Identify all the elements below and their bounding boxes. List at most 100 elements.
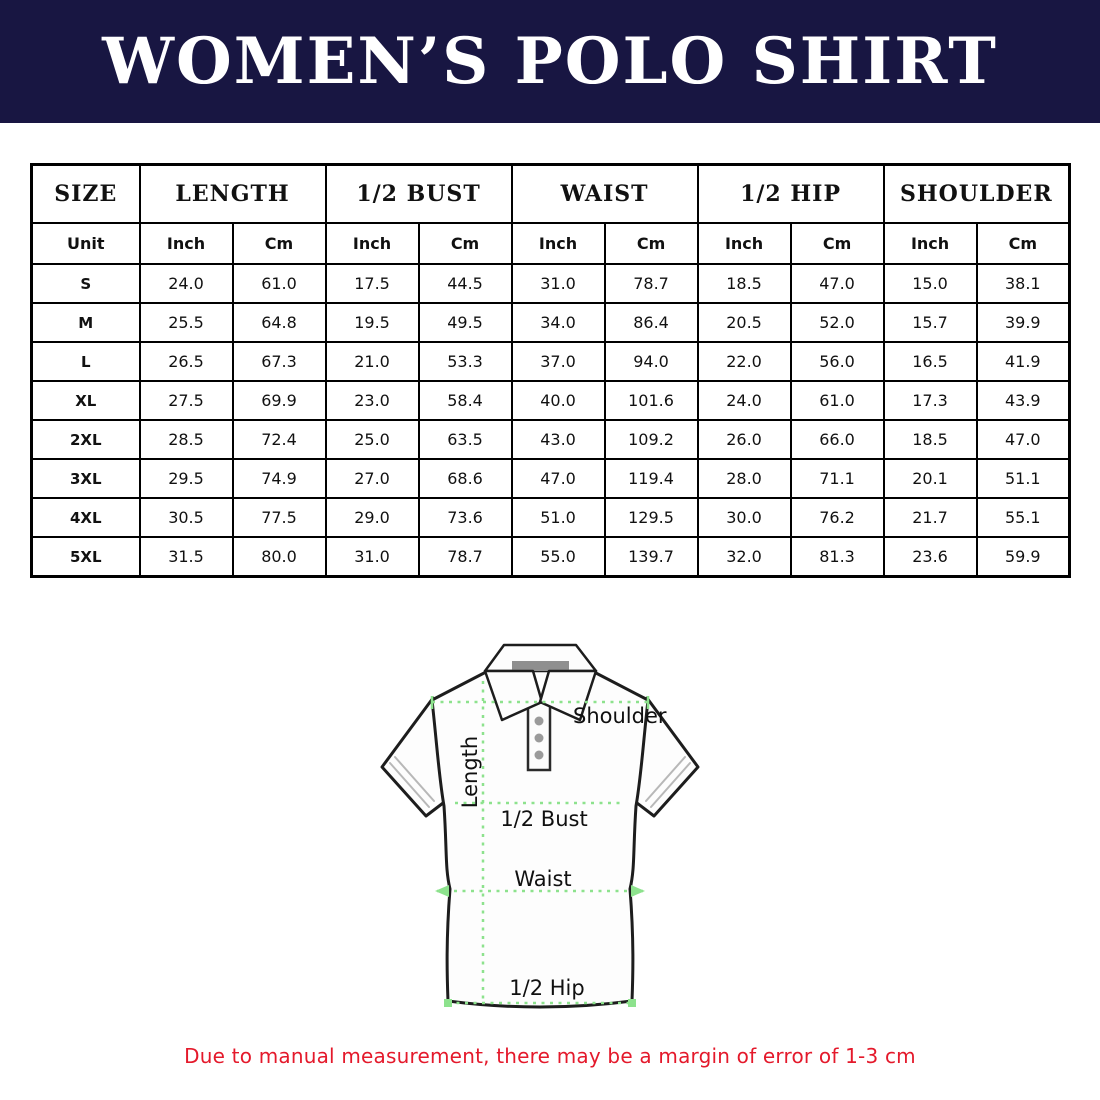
unit-header-row: Unit Inch Cm Inch Cm Inch Cm Inch Cm Inch Cm bbox=[30, 222, 1071, 265]
value-cell: 94.0 bbox=[603, 341, 699, 382]
value-cell: 25.0 bbox=[324, 419, 420, 460]
value-cell: 15.0 bbox=[882, 263, 978, 304]
unit-header-1: Cm bbox=[231, 222, 327, 265]
table-row: M 25.5 64.8 19.5 49.5 34.0 86.4 20.5 52.0 15.7 39.… bbox=[30, 302, 1071, 343]
unit-header-8: Inch bbox=[882, 222, 978, 265]
size-cell: M bbox=[30, 302, 141, 343]
unit-header-7: Cm bbox=[789, 222, 885, 265]
size-cell: 4XL bbox=[30, 497, 141, 538]
value-cell: 67.3 bbox=[231, 341, 327, 382]
value-cell: 59.9 bbox=[975, 536, 1071, 578]
value-cell: 77.5 bbox=[231, 497, 327, 538]
group-header-row: SIZE LENGTH 1/2 BUST WAIST 1/2 HIP SHOULDER bbox=[30, 163, 1071, 224]
unit-header-4: Inch bbox=[510, 222, 606, 265]
left-cuff-seam bbox=[394, 756, 435, 802]
value-cell: 34.0 bbox=[510, 302, 606, 343]
value-cell: 25.5 bbox=[138, 302, 234, 343]
value-cell: 68.6 bbox=[417, 458, 513, 499]
waist-arrow-left bbox=[435, 885, 449, 897]
half-hip-label: 1/2 Hip bbox=[509, 976, 584, 1000]
value-cell: 63.5 bbox=[417, 419, 513, 460]
table-row: 3XL 29.5 74.9 27.0 68.6 47.0 119.4 28.0 71.1 20.1… bbox=[30, 458, 1071, 499]
table-row: 5XL 31.5 80.0 31.0 78.7 55.0 139.7 32.0 81.3 23.6… bbox=[30, 536, 1071, 578]
group-header-0: LENGTH bbox=[138, 163, 327, 224]
group-header-1: 1/2 BUST bbox=[324, 163, 513, 224]
value-cell: 31.0 bbox=[510, 263, 606, 304]
value-cell: 53.3 bbox=[417, 341, 513, 382]
value-cell: 139.7 bbox=[603, 536, 699, 578]
value-cell: 43.0 bbox=[510, 419, 606, 460]
value-cell: 17.5 bbox=[324, 263, 420, 304]
value-cell: 29.5 bbox=[138, 458, 234, 499]
value-cell: 51.0 bbox=[510, 497, 606, 538]
value-cell: 101.6 bbox=[603, 380, 699, 421]
value-cell: 78.7 bbox=[417, 536, 513, 578]
value-cell: 41.9 bbox=[975, 341, 1071, 382]
value-cell: 39.9 bbox=[975, 302, 1071, 343]
value-cell: 129.5 bbox=[603, 497, 699, 538]
value-cell: 55.0 bbox=[510, 536, 606, 578]
unit-row-label: Unit bbox=[30, 222, 141, 265]
value-cell: 37.0 bbox=[510, 341, 606, 382]
value-cell: 30.0 bbox=[696, 497, 792, 538]
value-cell: 51.1 bbox=[975, 458, 1071, 499]
size-chart-section: SIZE LENGTH 1/2 BUST WAIST 1/2 HIP SHOULDER U… bbox=[30, 163, 1072, 578]
shoulder-label: Shoulder bbox=[573, 704, 667, 728]
value-cell: 44.5 bbox=[417, 263, 513, 304]
waist-arrow-right bbox=[631, 885, 645, 897]
value-cell: 47.0 bbox=[789, 263, 885, 304]
value-cell: 71.1 bbox=[789, 458, 885, 499]
value-cell: 26.0 bbox=[696, 419, 792, 460]
hip-end-mark bbox=[444, 999, 452, 1007]
value-cell: 28.0 bbox=[696, 458, 792, 499]
value-cell: 47.0 bbox=[975, 419, 1071, 460]
size-cell: S bbox=[30, 263, 141, 304]
value-cell: 24.0 bbox=[696, 380, 792, 421]
size-cell: 5XL bbox=[30, 536, 141, 578]
value-cell: 31.5 bbox=[138, 536, 234, 578]
value-cell: 47.0 bbox=[510, 458, 606, 499]
value-cell: 27.5 bbox=[138, 380, 234, 421]
value-cell: 30.5 bbox=[138, 497, 234, 538]
value-cell: 21.0 bbox=[324, 341, 420, 382]
value-cell: 109.2 bbox=[603, 419, 699, 460]
value-cell: 80.0 bbox=[231, 536, 327, 578]
value-cell: 23.6 bbox=[882, 536, 978, 578]
value-cell: 86.4 bbox=[603, 302, 699, 343]
value-cell: 26.5 bbox=[138, 341, 234, 382]
value-cell: 22.0 bbox=[696, 341, 792, 382]
value-cell: 20.1 bbox=[882, 458, 978, 499]
size-chart-table: SIZE LENGTH 1/2 BUST WAIST 1/2 HIP SHOULDER U… bbox=[30, 163, 1072, 578]
hip-end-mark bbox=[628, 999, 636, 1007]
value-cell: 52.0 bbox=[789, 302, 885, 343]
measurement-diagram: Shoulder Length 1/2 Bust Waist 1/2 Hip bbox=[360, 632, 740, 1017]
value-cell: 23.0 bbox=[324, 380, 420, 421]
length-label: Length bbox=[458, 736, 482, 808]
value-cell: 18.5 bbox=[882, 419, 978, 460]
value-cell: 29.0 bbox=[324, 497, 420, 538]
title-banner: WOMEN’S POLO SHIRT bbox=[0, 0, 1100, 123]
value-cell: 32.0 bbox=[696, 536, 792, 578]
right-cuff-seam bbox=[645, 756, 686, 802]
table-row: S 24.0 61.0 17.5 44.5 31.0 78.7 18.5 47.0 15.0 38.… bbox=[30, 263, 1071, 304]
value-cell: 55.1 bbox=[975, 497, 1071, 538]
value-cell: 40.0 bbox=[510, 380, 606, 421]
value-cell: 20.5 bbox=[696, 302, 792, 343]
size-corner-header: SIZE bbox=[30, 163, 141, 224]
value-cell: 78.7 bbox=[603, 263, 699, 304]
unit-header-6: Inch bbox=[696, 222, 792, 265]
collar-flap-right bbox=[538, 669, 598, 722]
value-cell: 15.7 bbox=[882, 302, 978, 343]
group-header-3: 1/2 HIP bbox=[696, 163, 885, 224]
value-cell: 31.0 bbox=[324, 536, 420, 578]
value-cell: 61.0 bbox=[789, 380, 885, 421]
value-cell: 28.5 bbox=[138, 419, 234, 460]
page-title: WOMEN’S POLO SHIRT bbox=[102, 24, 998, 99]
collar-stripe bbox=[512, 661, 569, 671]
size-cell: 2XL bbox=[30, 419, 141, 460]
left-cuff-seam bbox=[389, 762, 430, 808]
value-cell: 16.5 bbox=[882, 341, 978, 382]
unit-header-3: Cm bbox=[417, 222, 513, 265]
group-header-2: WAIST bbox=[510, 163, 699, 224]
unit-header-5: Cm bbox=[603, 222, 699, 265]
